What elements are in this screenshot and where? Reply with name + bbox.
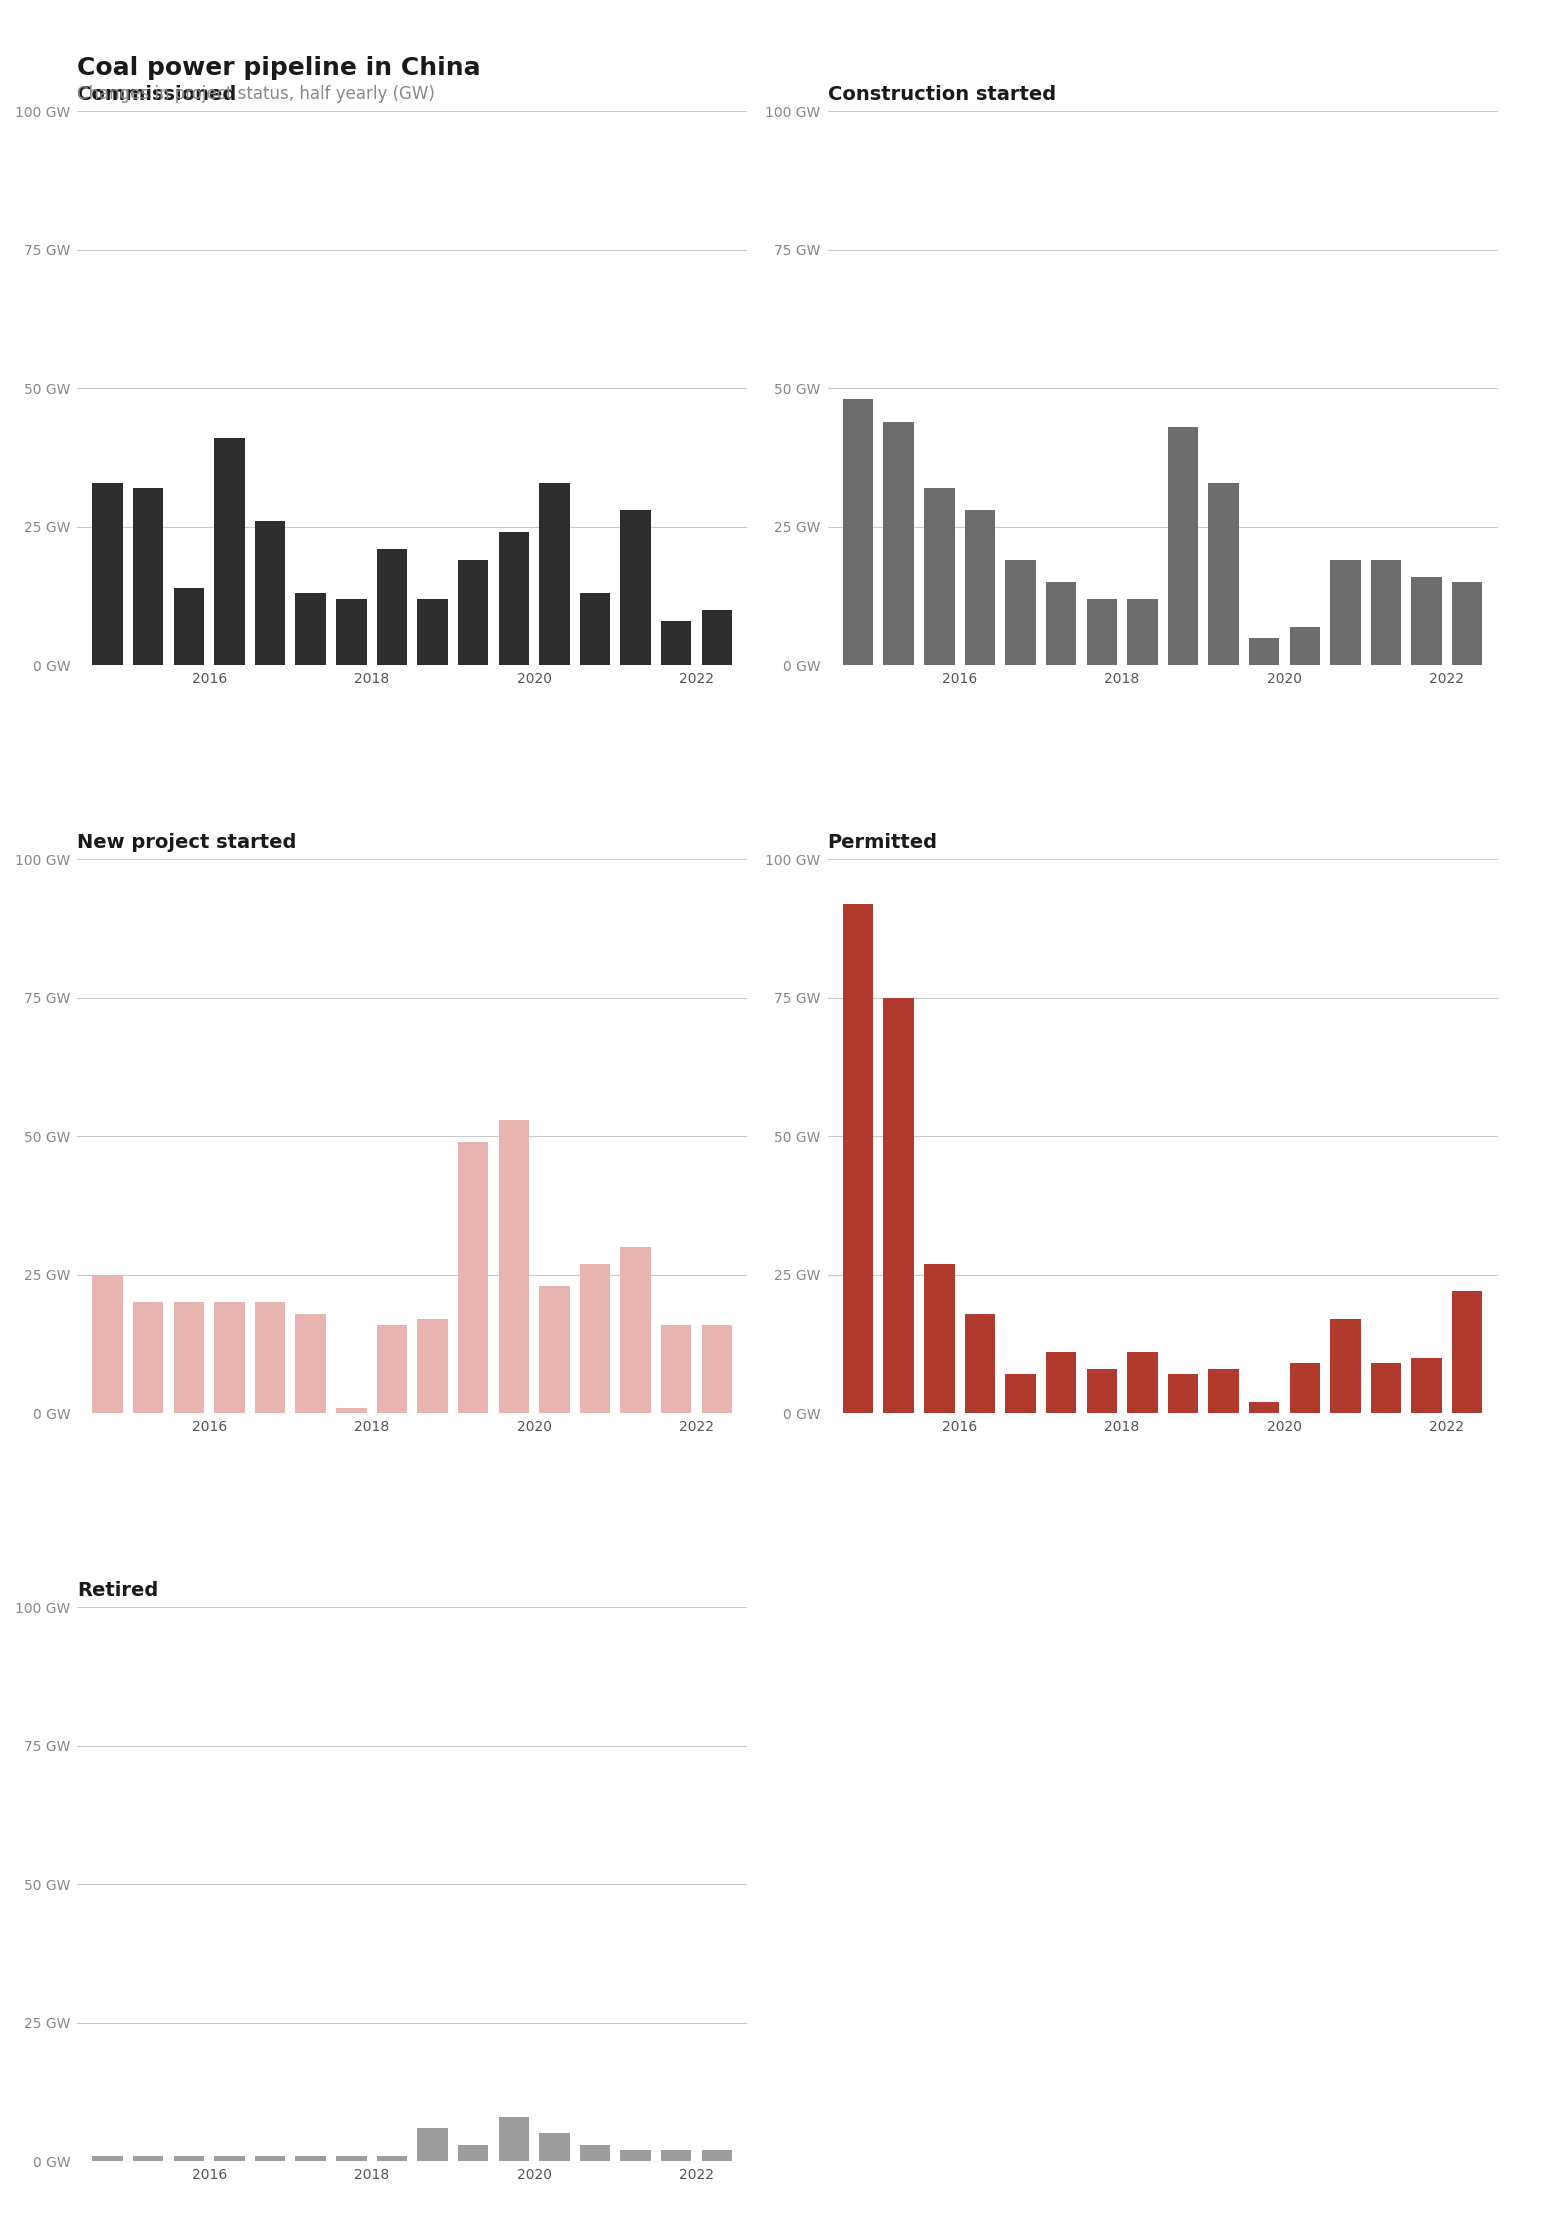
Bar bbox=[925, 1263, 954, 1413]
Bar bbox=[1045, 1352, 1076, 1413]
Bar bbox=[843, 905, 874, 1413]
Bar bbox=[1249, 1401, 1280, 1413]
Bar bbox=[1249, 637, 1280, 666]
Bar bbox=[1331, 559, 1360, 666]
Bar bbox=[133, 488, 164, 666]
Bar bbox=[255, 521, 286, 666]
Bar bbox=[295, 593, 326, 666]
Text: Permitted: Permitted bbox=[828, 833, 937, 851]
Bar bbox=[173, 1303, 204, 1413]
Text: Retired: Retired bbox=[77, 1582, 159, 1600]
Text: Coal power pipeline in China: Coal power pipeline in China bbox=[77, 56, 480, 80]
Bar bbox=[215, 1303, 244, 1413]
Bar bbox=[255, 1303, 286, 1413]
Bar bbox=[1371, 1364, 1402, 1413]
Text: New project started: New project started bbox=[77, 833, 296, 851]
Bar bbox=[661, 2150, 692, 2161]
Bar bbox=[579, 2146, 610, 2161]
Bar bbox=[1371, 559, 1402, 666]
Bar bbox=[661, 622, 692, 666]
Bar bbox=[701, 1326, 732, 1413]
Bar bbox=[883, 421, 914, 666]
Bar bbox=[215, 439, 244, 666]
Bar bbox=[701, 2150, 732, 2161]
Bar bbox=[1411, 577, 1442, 666]
Bar bbox=[1167, 428, 1198, 666]
Bar bbox=[93, 483, 124, 666]
Text: Changes in project status, half yearly (GW): Changes in project status, half yearly (… bbox=[77, 85, 435, 102]
Bar bbox=[883, 998, 914, 1413]
Bar bbox=[1289, 1364, 1320, 1413]
Bar bbox=[621, 510, 650, 666]
Bar bbox=[417, 599, 448, 666]
Bar bbox=[459, 559, 488, 666]
Bar bbox=[1289, 626, 1320, 666]
Bar bbox=[173, 588, 204, 666]
Bar bbox=[1087, 1368, 1116, 1413]
Bar bbox=[1451, 582, 1482, 666]
Bar bbox=[579, 1263, 610, 1413]
Bar bbox=[965, 1315, 996, 1413]
Bar bbox=[499, 1121, 530, 1413]
Text: Construction started: Construction started bbox=[828, 85, 1056, 105]
Bar bbox=[133, 2157, 164, 2161]
Bar bbox=[1127, 599, 1158, 666]
Bar bbox=[295, 1315, 326, 1413]
Bar bbox=[1005, 559, 1036, 666]
Bar bbox=[459, 2146, 488, 2161]
Bar bbox=[459, 1141, 488, 1413]
Bar bbox=[93, 2157, 124, 2161]
Bar bbox=[215, 2157, 244, 2161]
Bar bbox=[417, 2128, 448, 2161]
Bar bbox=[1005, 1375, 1036, 1413]
Bar bbox=[377, 2157, 408, 2161]
Bar bbox=[1087, 599, 1116, 666]
Bar bbox=[93, 1274, 124, 1413]
Bar bbox=[701, 610, 732, 666]
Bar bbox=[843, 399, 874, 666]
Bar bbox=[377, 1326, 408, 1413]
Bar bbox=[621, 1248, 650, 1413]
Bar bbox=[255, 2157, 286, 2161]
Bar bbox=[1167, 1375, 1198, 1413]
Bar bbox=[579, 593, 610, 666]
Bar bbox=[1127, 1352, 1158, 1413]
Bar bbox=[539, 1286, 570, 1413]
Bar bbox=[1209, 1368, 1238, 1413]
Bar bbox=[539, 2134, 570, 2161]
Bar bbox=[1331, 1319, 1360, 1413]
Text: Commissioned: Commissioned bbox=[77, 85, 236, 105]
Bar bbox=[173, 2157, 204, 2161]
Bar bbox=[295, 2157, 326, 2161]
Bar bbox=[1209, 483, 1238, 666]
Bar bbox=[337, 1408, 366, 1413]
Bar bbox=[965, 510, 996, 666]
Bar bbox=[661, 1326, 692, 1413]
Bar bbox=[925, 488, 954, 666]
Bar bbox=[1045, 582, 1076, 666]
Bar bbox=[337, 599, 366, 666]
Bar bbox=[1451, 1292, 1482, 1413]
Bar bbox=[337, 2157, 366, 2161]
Bar bbox=[417, 1319, 448, 1413]
Bar bbox=[377, 548, 408, 666]
Bar bbox=[499, 2117, 530, 2161]
Bar bbox=[539, 483, 570, 666]
Bar bbox=[133, 1303, 164, 1413]
Bar bbox=[499, 532, 530, 666]
Bar bbox=[621, 2150, 650, 2161]
Bar bbox=[1411, 1357, 1442, 1413]
